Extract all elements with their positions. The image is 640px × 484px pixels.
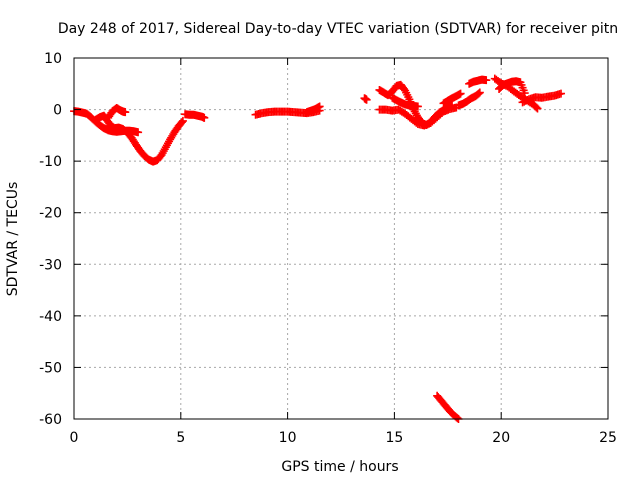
- series-arc7: [360, 94, 371, 104]
- data-point: [453, 414, 462, 423]
- data-point: [475, 88, 484, 97]
- chart-title: Day 248 of 2017, Sidereal Day-to-day VTE…: [58, 21, 618, 37]
- series-arc11: [439, 89, 465, 108]
- series-arc16: [495, 77, 529, 98]
- series-arc13: [454, 88, 484, 110]
- y-tick-label: -20: [39, 206, 62, 222]
- x-tick-label: 5: [176, 430, 185, 446]
- x-tick-label: 0: [70, 430, 79, 446]
- y-tick-label: 10: [44, 51, 62, 67]
- y-tick-label: -30: [39, 257, 62, 273]
- series-arc9: [375, 103, 461, 130]
- data-point: [134, 128, 143, 137]
- data-point: [532, 103, 541, 112]
- x-tick-label: 10: [279, 430, 297, 446]
- series-arc3: [104, 104, 130, 122]
- x-axis-label: GPS time / hours: [281, 459, 398, 475]
- axis-layer: 0 5 10 15 20 25 -60 -50 -40 -30 -20 -10 0 10: [39, 51, 617, 446]
- series-arc17: [518, 89, 566, 107]
- series-arc12: [433, 391, 463, 423]
- x-tick-label: 15: [385, 430, 403, 446]
- data-point: [315, 102, 324, 111]
- y-tick-label: -40: [39, 309, 62, 325]
- data-point: [482, 76, 491, 85]
- series-arc6: [302, 102, 324, 117]
- data-point: [413, 102, 422, 111]
- data-point: [474, 89, 483, 98]
- x-tick-label: 25: [599, 430, 617, 446]
- data-point: [557, 89, 566, 98]
- data-point: [121, 108, 130, 117]
- plot-frame: [73, 57, 609, 420]
- y-tick-label: 0: [53, 103, 62, 119]
- data-point: [200, 113, 209, 122]
- data-point: [178, 116, 187, 125]
- series-arc10: [388, 93, 422, 111]
- y-tick-label: -50: [39, 360, 62, 376]
- data-point: [362, 95, 371, 104]
- y-tick-label: -10: [39, 154, 62, 170]
- data-layer: [70, 74, 566, 423]
- series-arc4: [181, 110, 209, 122]
- series-arc14: [465, 75, 491, 88]
- data-point: [456, 89, 465, 98]
- y-axis-label: SDTVAR / TECUs: [5, 182, 21, 297]
- x-tick-label: 20: [492, 430, 510, 446]
- series-arc2: [91, 111, 187, 166]
- data-point: [520, 89, 529, 98]
- data-point: [533, 104, 542, 113]
- data-point: [177, 118, 186, 127]
- grid-layer: [74, 58, 608, 419]
- y-tick-label: -60: [39, 412, 62, 428]
